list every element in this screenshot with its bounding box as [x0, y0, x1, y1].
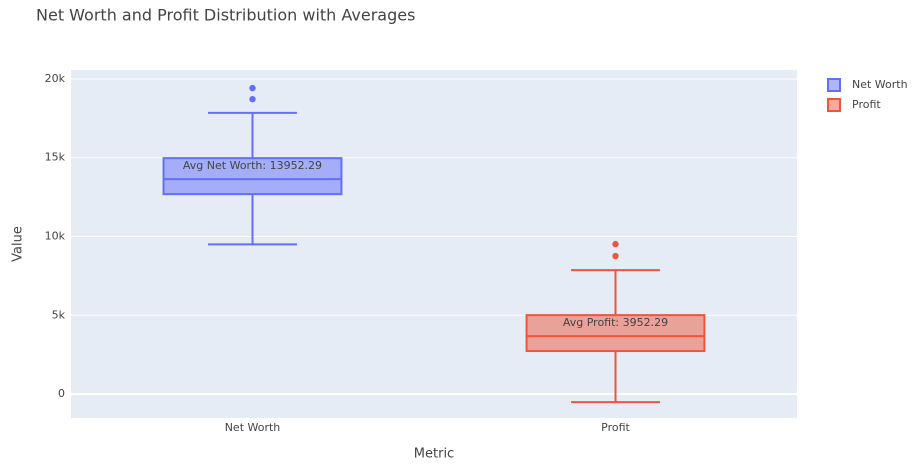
y-tick-label: 15k: [45, 151, 66, 164]
y-tick-label: 10k: [45, 230, 66, 243]
legend-swatch: [827, 78, 841, 92]
annotation: Avg Profit: 3952.29: [563, 316, 668, 329]
legend-swatch: [827, 98, 841, 112]
plot-area: [71, 70, 797, 418]
outlier: [249, 95, 256, 103]
chart-title: Net Worth and Profit Distribution with A…: [36, 6, 415, 25]
box: [162, 157, 343, 196]
outlier: [249, 84, 256, 92]
outlier: [612, 252, 619, 260]
y-tick-label: 0: [58, 387, 65, 400]
y-axis-label: Value: [11, 226, 26, 262]
y-tick-label: 5k: [52, 308, 66, 321]
x-axis-label: Metric: [414, 447, 454, 462]
x-tick-label: Profit: [601, 421, 630, 434]
annotation: Avg Net Worth: 13952.29: [183, 159, 322, 172]
x-tick-label: Net Worth: [225, 421, 281, 434]
legend-label: Profit: [852, 98, 881, 111]
y-tick-label: 20k: [45, 72, 66, 85]
outlier: [612, 240, 619, 248]
legend-label: Net Worth: [852, 78, 908, 91]
box: [525, 314, 706, 353]
